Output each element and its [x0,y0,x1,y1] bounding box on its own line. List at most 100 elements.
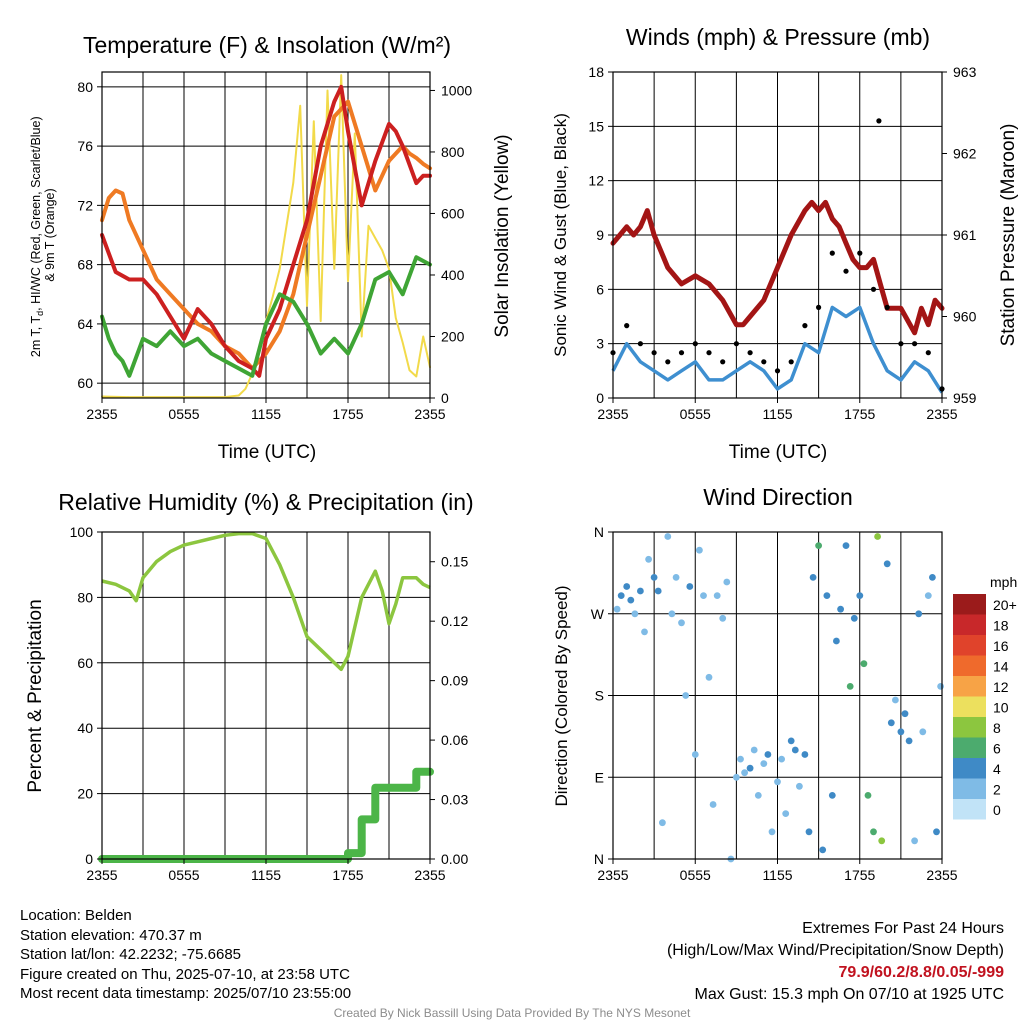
direction-point [892,696,899,704]
direction-point [823,592,831,599]
direction-point [774,778,781,786]
humidity-line [101,531,431,672]
x-tick-label: 1155 [251,867,281,883]
direction-point [778,755,785,763]
created-text: Figure created on Thu, 2025-07-10, at 23… [20,965,350,983]
temperature-series-line [100,255,432,378]
direction-point [919,728,927,736]
direction-point [768,828,776,836]
y-tick-label: 68 [77,257,93,273]
speed-colorbar: 20+ 18 16 14 12 10 8 6 4 2 0 [953,594,1017,820]
direction-point [883,560,891,568]
y-right-tick-label: 961 [953,227,977,243]
direction-point [746,764,754,772]
sonic-wind-line [611,305,944,394]
humidity-panel: Relative Humidity (%) & Precipitation (i… [25,489,474,883]
gust-point [912,341,918,347]
y-right-tick-label: 0 [441,390,449,406]
temperature-series-line [100,99,432,371]
direction-point [623,583,631,590]
x-tick-label: 1755 [844,406,875,422]
x-tick-label: 2355 [926,867,957,883]
direction-point [924,592,932,599]
direction-point [864,792,872,799]
x-tick-label: 1755 [332,406,363,422]
winds-axes: 2355 0555 1155 1755 235503691215189599609619… [588,64,976,422]
direction-point [737,755,744,763]
y-tick-label: E [595,769,604,785]
y-tick-label: 80 [77,79,93,95]
x-tick-label: 1755 [844,867,875,883]
direction-point [709,801,717,808]
gust-point [816,304,822,310]
y-tick-label: 72 [77,197,93,213]
colorbar-swatch [953,635,986,656]
x-tick-label: 1155 [251,406,281,422]
y-tick-label: S [595,688,604,704]
colorbar-label: 12 [993,679,1009,695]
y-right-tick-label: 0.03 [441,792,468,808]
gust-point [720,359,726,365]
direction-point [650,574,658,581]
gust-point [678,350,685,356]
direction-point [631,610,639,618]
y-right-tick-label: 959 [953,390,977,406]
direction-point [828,792,836,799]
direction-point [870,828,877,836]
direction-point [741,769,748,777]
gust-point [733,341,740,347]
colorbar-title: mph [990,574,1017,590]
x-tick-label: 1155 [762,867,792,883]
y-tick-label: 0 [596,390,604,406]
colorbar-label: 6 [993,741,1001,757]
direction-panel: Wind Direction 2355 0555 1155 1755 2355NESWN… [552,484,1017,883]
latlon-text: Station lat/lon: 42.2232; -75.6685 [20,946,242,963]
colorbar-label: 18 [993,618,1009,634]
station-info: Location: Belden Station elevation: 470.… [20,906,351,1004]
direction-point [691,751,699,758]
gust-point [706,350,712,356]
direction-point [809,574,817,581]
extremes-block: Extremes For Past 24 Hours (High/Low/Max… [667,918,1004,1006]
y-tick-label: 64 [77,316,93,332]
colorbar-swatch [953,778,986,799]
gust-point [747,350,753,356]
colorbar-label: 10 [993,700,1009,716]
temperature-x-axis-label: Time (UTC) [218,442,317,463]
direction-point [801,751,809,758]
direction-point [627,596,635,604]
recent-data-text: Most recent data timestamp: 2025/07/10 2… [20,985,352,1002]
direction-point [641,628,648,636]
max-gust-text: Max Gust: 15.3 mph On 07/10 at 1925 UTC [694,986,1005,1003]
x-tick-label: 2355 [86,406,117,422]
temperature-series [100,74,432,399]
colorbar-label: 20+ [993,597,1017,613]
direction-point [659,819,666,827]
temperature-axes: 2355 0555 1155 1755 235560646872768002004006… [77,71,472,422]
temperature-series-line [100,84,432,378]
direction-point [696,546,703,554]
colorbar-swatch [953,676,986,697]
colorbar-label: 2 [993,782,1001,798]
gust-point [637,341,644,347]
y-right-tick-label: 0.12 [441,613,468,629]
winds-grid [612,71,943,399]
x-tick-label: 1155 [762,406,792,422]
y-tick-label: 80 [77,589,93,605]
x-tick-label: 0555 [168,867,199,883]
pressure-line [610,199,945,336]
direction-point [613,605,621,613]
y-right-tick-label: 0.09 [441,673,468,689]
y-right-tick-label: 400 [441,267,465,283]
direction-point [897,728,905,736]
direction-point [750,746,758,754]
direction-point [860,660,868,668]
gust-point [624,323,630,329]
y-tick-label: 20 [77,786,93,802]
y-right-tick-label: 1000 [441,82,472,98]
direction-point [645,555,652,563]
temperature-left-axis-label: 2m T, Td, HI/WC (Red, Green, Scarlet/Blu… [29,113,57,357]
gust-point [774,368,781,374]
direction-point [929,574,936,581]
direction-point [664,533,672,540]
